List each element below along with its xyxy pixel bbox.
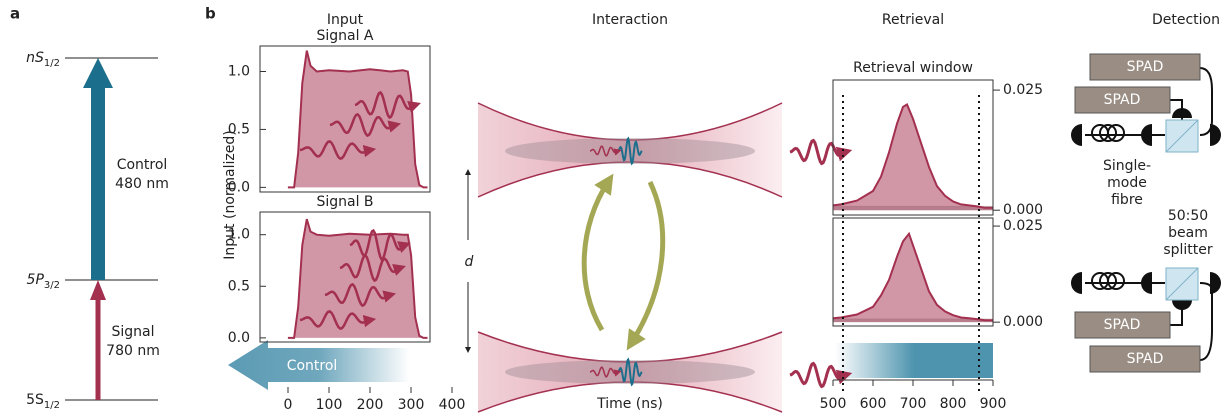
level-label: nS1/2 [26, 50, 60, 69]
level-label: 5S1/2 [26, 392, 60, 411]
beam-splitter-label: 50:50 [1168, 208, 1208, 224]
column-heading: Retrieval [882, 12, 944, 28]
spad-label: SPAD [1104, 92, 1141, 108]
chart-title: Signal B [316, 194, 373, 210]
fibre-label: mode [1107, 175, 1147, 191]
control-bar [835, 343, 993, 378]
signal-wavelength: 780 nm [106, 343, 160, 359]
signal-label: Signal [111, 324, 154, 340]
y-tick-label: 0.5 [228, 121, 250, 137]
figure: a nS1/2 5P3/2 5S1/2 Control 480 nm Signa… [0, 0, 1221, 415]
x-axis-label: Time (ns) [596, 396, 663, 412]
y-tick-label: 0.000 [1003, 202, 1043, 218]
column-heading: Interaction [592, 12, 668, 28]
y-tick-label: 0.0 [228, 330, 250, 346]
x-tick-label: 600 [860, 396, 887, 412]
x-tick-label: 400 [439, 397, 466, 413]
interaction-arrow [584, 182, 608, 330]
signal-arrow [96, 298, 101, 400]
interaction-arrow [632, 182, 663, 342]
spad-label: SPAD [1127, 59, 1164, 75]
y-tick-label: 1.0 [228, 227, 250, 243]
control-arrow [91, 86, 105, 280]
beam-splitter-label: beam [1168, 225, 1208, 241]
separation-label: d [465, 254, 474, 270]
control-arrow-head [83, 58, 113, 88]
x-tick-label: 500 [820, 396, 847, 412]
spad-label: SPAD [1127, 351, 1164, 367]
control-label: Control [117, 157, 168, 173]
control-pulse-label: Control [287, 358, 338, 374]
y-tick-label: 0.025 [1003, 218, 1043, 234]
y-tick-label: 0.0 [228, 179, 250, 195]
fibre [1200, 283, 1212, 360]
fibre-label: Single- [1103, 158, 1151, 174]
chart-title: Signal A [316, 28, 373, 44]
signal-arrow-head [90, 280, 106, 300]
spad-label: SPAD [1104, 317, 1141, 333]
y-tick-label: 0.5 [228, 278, 250, 294]
x-tick-label: 100 [316, 397, 343, 413]
column-heading: Input [327, 12, 364, 28]
panel-label: a [10, 5, 20, 23]
column-heading: Detection [1152, 12, 1220, 28]
fibre-label: fibre [1111, 192, 1143, 208]
control-wavelength: 480 nm [115, 176, 169, 192]
level-label: 5P3/2 [27, 272, 60, 291]
x-tick-label: 700 [900, 396, 927, 412]
retrieved-photon [790, 141, 845, 164]
beam-splitter-label: splitter [1163, 242, 1213, 258]
y-tick-label: 1.0 [228, 63, 250, 79]
x-tick-label: 800 [940, 396, 967, 412]
y-tick-label: 0.000 [1003, 314, 1043, 330]
panel-label: b [205, 5, 216, 23]
x-tick-label: 300 [398, 397, 425, 413]
x-tick-label: 0 [284, 397, 293, 413]
x-tick-label: 900 [980, 396, 1007, 412]
retrieval-window-label: Retrieval window [853, 60, 973, 76]
y-tick-label: 0.025 [1003, 82, 1043, 98]
x-tick-label: 200 [357, 397, 384, 413]
